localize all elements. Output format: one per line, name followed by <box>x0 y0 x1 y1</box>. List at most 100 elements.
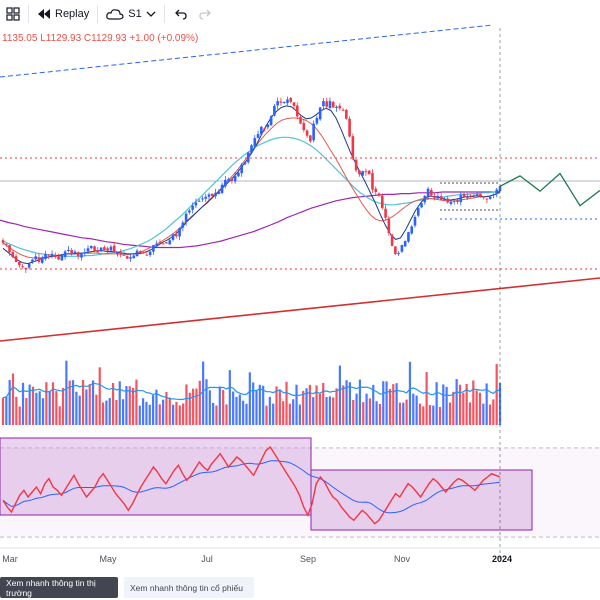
upper-channel-trendline[interactable] <box>0 24 494 78</box>
volume-bar <box>115 400 118 425</box>
redo-button[interactable] <box>193 2 219 26</box>
volume-bar <box>268 396 271 425</box>
volume-bar <box>242 400 245 425</box>
candle <box>220 184 224 193</box>
candle <box>361 171 364 176</box>
candle <box>430 190 433 196</box>
lower-support-trendline[interactable] <box>0 277 600 342</box>
volume-bar <box>218 386 221 425</box>
candle <box>89 245 93 249</box>
market-overview-tab[interactable]: Xem nhanh thông tin thị trường <box>0 577 118 598</box>
candle <box>4 243 8 246</box>
candle <box>21 266 24 268</box>
candle <box>416 208 420 216</box>
candle <box>34 256 37 260</box>
candle <box>31 259 34 263</box>
time-axis-ticks: Mar May Jul Sep Nov 2024 <box>2 554 512 564</box>
volume-bar <box>448 402 452 425</box>
stock-overview-tab[interactable]: Xem nhanh thông tin cổ phiếu <box>124 577 254 598</box>
candle <box>322 101 325 107</box>
volume-bar <box>245 403 248 425</box>
candle <box>250 145 253 153</box>
volume-bar <box>232 391 235 425</box>
projection-zigzag-line[interactable] <box>499 172 600 207</box>
candle <box>423 196 427 203</box>
volume-bar <box>275 386 278 425</box>
volume-bar <box>155 389 158 425</box>
candle <box>374 188 378 192</box>
candle <box>407 232 410 242</box>
candle <box>54 254 57 258</box>
volume-bars-group <box>1 360 502 425</box>
volume-bar <box>462 392 465 425</box>
replay-button[interactable]: Replay <box>31 2 95 26</box>
candle <box>1 240 5 243</box>
volume-bar <box>98 367 101 425</box>
toolbar-divider <box>163 5 165 23</box>
volume-bar <box>18 406 21 425</box>
alert-cloud-button[interactable]: S1 <box>100 2 161 26</box>
volume-bar <box>385 381 388 425</box>
volume-bar <box>238 394 241 425</box>
volume-bar <box>158 404 161 425</box>
rsi-box-right[interactable] <box>310 469 533 531</box>
candle <box>456 200 459 202</box>
candle <box>377 193 381 195</box>
candle <box>86 248 90 252</box>
volume-bar <box>172 404 175 425</box>
volume-bar <box>252 382 255 425</box>
candle <box>472 195 476 197</box>
candle <box>295 105 299 117</box>
candle <box>253 138 257 147</box>
volume-bar <box>282 401 285 425</box>
toolbar-divider <box>97 5 99 23</box>
volume-bar <box>308 384 311 425</box>
volume-bar <box>121 399 125 425</box>
candle <box>315 117 319 124</box>
volume-bar <box>48 391 51 425</box>
rsi-box-left[interactable] <box>0 437 312 516</box>
volume-bar <box>355 393 358 425</box>
volume-bar <box>225 404 228 425</box>
candle <box>191 205 194 210</box>
volume-bar <box>332 397 335 425</box>
price-chart[interactable]: Mar May Jul Sep Nov 2024 <box>0 0 600 575</box>
candle <box>116 252 119 254</box>
volume-bar <box>35 392 38 425</box>
volume-bar <box>365 393 368 425</box>
volume-bar <box>428 405 432 425</box>
candle <box>292 102 296 106</box>
candle <box>256 134 260 138</box>
candle <box>459 195 463 203</box>
volume-bar <box>328 396 331 425</box>
candle <box>469 195 472 197</box>
candle <box>76 252 80 257</box>
candle <box>145 254 149 256</box>
candle <box>8 245 11 253</box>
toolbar-divider <box>28 5 29 23</box>
volume-bar <box>131 387 135 425</box>
candle <box>135 250 139 257</box>
undo-button[interactable] <box>167 2 193 26</box>
cloud-icon <box>106 9 124 20</box>
candle <box>201 198 204 200</box>
volume-bar <box>138 405 141 425</box>
time-axis-tick-label: Nov <box>394 554 411 564</box>
volume-bar <box>61 387 65 425</box>
volume-bar <box>222 389 225 425</box>
candle <box>50 253 54 257</box>
volume-bar <box>208 390 211 425</box>
volume-bar <box>65 360 68 425</box>
candle <box>400 245 404 252</box>
candle <box>122 254 126 256</box>
bottom-bar: Xem nhanh thông tin thị trường Xem nhanh… <box>0 575 600 600</box>
candle <box>161 243 165 245</box>
candle <box>466 196 469 198</box>
candle <box>325 101 329 107</box>
volume-bar <box>205 379 208 425</box>
candle <box>27 263 31 268</box>
layout-grid-button[interactable] <box>0 2 26 26</box>
candle <box>488 196 492 199</box>
volume-bar <box>38 391 41 425</box>
time-axis-tick-label: Mar <box>2 554 18 564</box>
